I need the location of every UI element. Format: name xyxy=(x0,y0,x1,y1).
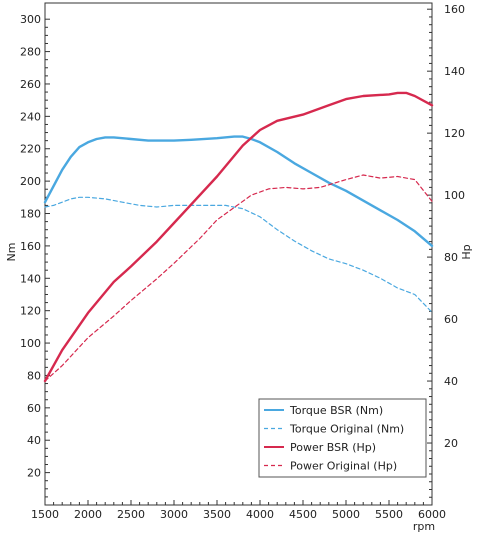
left-tick-label: 180 xyxy=(20,208,41,221)
left-tick-label: 20 xyxy=(27,467,41,480)
left-tick-label: 100 xyxy=(20,337,41,350)
legend-label: Power BSR (Hp) xyxy=(290,441,376,454)
axes-layer: 1500 2000 2500 3000 3500 4000 4500 5000 5500 6000… xyxy=(20,2,465,521)
right-tick-label: 140 xyxy=(444,65,465,78)
legend-label: Torque Original (Nm) xyxy=(289,423,404,436)
left-tick-label: 200 xyxy=(20,175,41,188)
left-tick-label: 80 xyxy=(27,369,41,382)
x-tick-label: 3500 xyxy=(203,508,231,521)
left-tick-label: 260 xyxy=(20,78,41,91)
right-tick-label: 120 xyxy=(444,127,465,140)
x-tick-label: 3000 xyxy=(160,508,188,521)
axis-titles: rpm Nm Hp xyxy=(5,243,473,533)
left-tick-label: 40 xyxy=(27,434,41,447)
right-tick-label: 60 xyxy=(444,313,458,326)
left-tick-label: 220 xyxy=(20,143,41,156)
right-tick-label: 160 xyxy=(444,3,465,16)
x-tick-label: 4500 xyxy=(289,508,317,521)
legend: Torque BSR (Nm) Torque Original (Nm) Power… xyxy=(258,398,427,478)
left-tick-label: 60 xyxy=(27,402,41,415)
x-axis-title: rpm xyxy=(413,520,435,533)
left-tick-label: 160 xyxy=(20,240,41,253)
x-tick-label: 5000 xyxy=(332,508,360,521)
right-axis-title: Hp xyxy=(460,244,473,259)
left-tick-label: 120 xyxy=(20,305,41,318)
legend-box xyxy=(258,398,427,478)
right-tick-label: 40 xyxy=(444,375,458,388)
series-line-3 xyxy=(43,91,434,383)
left-tick-label: 280 xyxy=(20,46,41,59)
x-tick-label: 6000 xyxy=(418,508,446,521)
x-tick-label: 4000 xyxy=(246,508,274,521)
legend-label: Power Original (Hp) xyxy=(290,460,397,473)
right-tick-label: 80 xyxy=(444,251,458,264)
legend-label: Torque BSR (Nm) xyxy=(289,404,383,417)
series-line-2 xyxy=(44,196,433,313)
x-tick-label: 2000 xyxy=(74,508,102,521)
left-tick-label: 240 xyxy=(20,110,41,123)
x-tick-label: 5500 xyxy=(375,508,403,521)
series-line-1 xyxy=(43,135,434,248)
x-tick-label: 2500 xyxy=(117,508,145,521)
series-line-4 xyxy=(44,174,433,382)
left-tick-label: 140 xyxy=(20,272,41,285)
series-layer xyxy=(43,91,434,383)
left-tick-label: 300 xyxy=(20,13,41,26)
right-tick-label: 20 xyxy=(444,437,458,450)
x-tick-label: 1500 xyxy=(31,508,59,521)
left-axis-title: Nm xyxy=(5,243,18,262)
right-tick-label: 100 xyxy=(444,189,465,202)
